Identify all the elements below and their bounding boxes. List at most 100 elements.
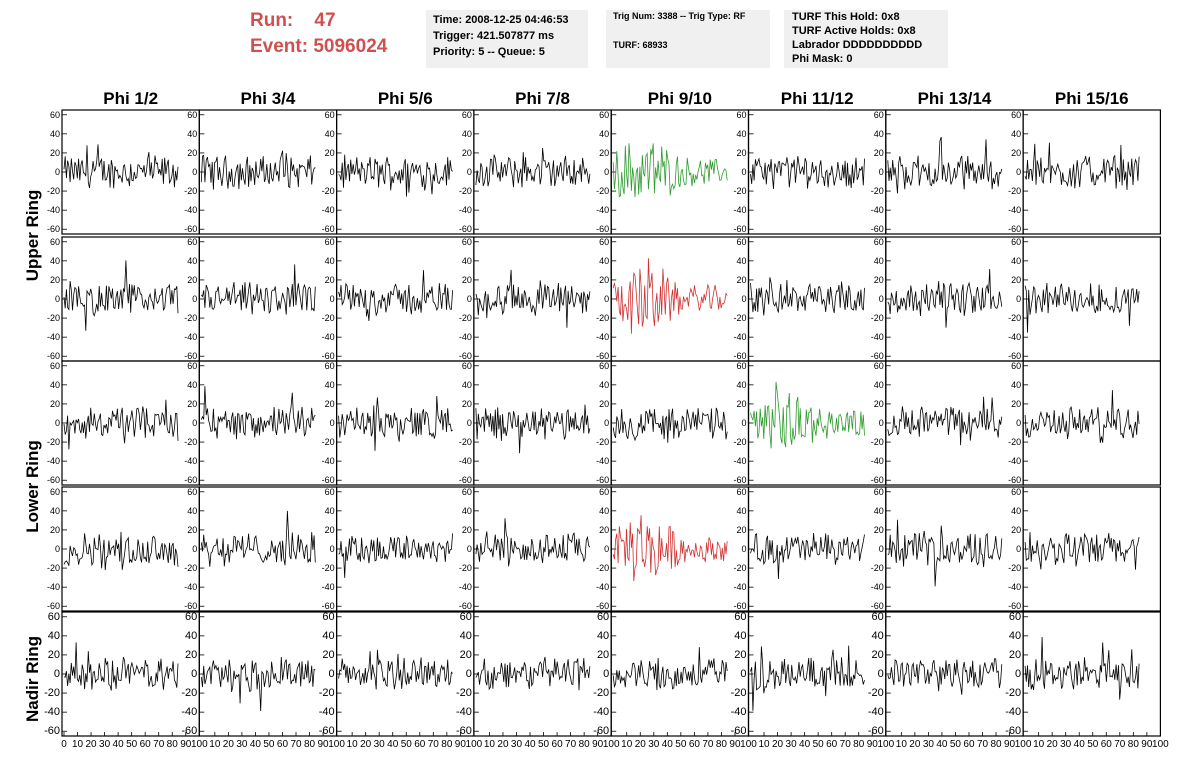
x-tick-label: 40: [250, 739, 262, 750]
x-tick-label: 50: [126, 739, 138, 750]
y-tick-label: 60: [597, 611, 609, 623]
y-tick-label: -40: [868, 706, 884, 718]
turf-active-holds-text: TURF Active Holds: 0x8: [792, 25, 916, 37]
waveform-trace: [1024, 390, 1140, 443]
y-tick-label: 60: [462, 487, 472, 497]
trigger-info-panel: Trig Num: 3388 -- Trig Type: RF TURF: 68…: [606, 10, 770, 68]
y-tick-label: -20: [733, 186, 746, 196]
x-tick-label: 90: [180, 739, 192, 750]
y-tick-label: -20: [184, 313, 197, 323]
y-tick-label: 20: [462, 399, 472, 409]
x-tick-label: 30: [99, 739, 111, 750]
y-tick-label: 40: [599, 129, 609, 139]
y-tick-label: 60: [1011, 487, 1021, 497]
y-tick-label: -20: [733, 563, 746, 573]
y-tick-label: 40: [736, 129, 746, 139]
x-tick-label: 20: [635, 739, 647, 750]
y-tick-label: 0: [330, 294, 335, 304]
waveform-trace: [63, 642, 179, 691]
y-tick-label: -40: [593, 706, 609, 718]
y-tick-label: 20: [874, 275, 884, 285]
y-tick-label: 0: [467, 544, 472, 554]
y-tick-label: -60: [871, 224, 884, 234]
y-tick-label: 40: [1011, 129, 1021, 139]
x-tick-label: 20: [497, 739, 509, 750]
y-tick-label: -60: [184, 475, 197, 485]
x-tick-label: 90: [1004, 739, 1016, 750]
y-tick-label: -20: [459, 563, 472, 573]
y-tick-label: 40: [874, 380, 884, 390]
y-tick-label: 40: [325, 380, 335, 390]
x-tick-label: 10: [1033, 739, 1045, 750]
y-tick-label: 60: [736, 110, 746, 120]
y-tick-label: -60: [184, 351, 197, 361]
y-tick-label: 0: [740, 668, 746, 680]
waveform-trace: [887, 658, 1003, 695]
y-tick-label: 40: [50, 380, 60, 390]
ring-label: Upper Ring: [23, 190, 42, 282]
y-tick-label: -20: [322, 437, 335, 447]
x-tick-label: 50: [263, 739, 275, 750]
y-tick-label: 40: [325, 129, 335, 139]
y-tick-label: 0: [54, 668, 60, 680]
y-tick-label: 20: [48, 649, 60, 661]
x-tick-label: 20: [772, 739, 784, 750]
y-tick-label: 60: [322, 611, 334, 623]
y-tick-label: 60: [50, 237, 60, 247]
y-tick-label: -60: [319, 725, 335, 737]
ring-label: Nadir Ring: [23, 636, 42, 722]
y-tick-label: -20: [456, 687, 472, 699]
y-tick-label: -60: [47, 351, 60, 361]
y-tick-label: -60: [47, 475, 60, 485]
y-tick-label: -40: [322, 456, 335, 466]
y-tick-label: -40: [733, 456, 746, 466]
y-tick-label: 0: [741, 544, 746, 554]
y-tick-label: 0: [467, 167, 472, 177]
y-tick-label: 0: [55, 544, 60, 554]
y-tick-label: 20: [599, 275, 609, 285]
x-tick-label: 80: [1128, 739, 1140, 750]
y-tick-label: 60: [874, 361, 884, 371]
y-tick-label: 60: [325, 237, 335, 247]
x-tick-label: 70: [840, 739, 852, 750]
y-tick-label: -60: [1005, 725, 1021, 737]
y-tick-label: 60: [187, 361, 197, 371]
time-text: Time: 2008-12-25 04:46:53: [433, 14, 569, 26]
y-tick-label: 0: [192, 418, 197, 428]
y-tick-label: -60: [459, 601, 472, 611]
x-tick-label: 0: [61, 739, 67, 750]
y-tick-label: 20: [325, 275, 335, 285]
waveform-trace: [612, 258, 728, 334]
y-tick-label: 60: [50, 110, 60, 120]
y-tick-label: 20: [50, 525, 60, 535]
y-tick-label: 60: [1011, 110, 1021, 120]
y-tick-label: -40: [44, 706, 60, 718]
y-tick-label: 0: [879, 294, 884, 304]
x-tick-label: 100: [603, 739, 620, 750]
y-tick-label: 0: [1016, 418, 1021, 428]
x-tick-label: 70: [153, 739, 165, 750]
waveform-trace: [338, 533, 453, 578]
y-tick-label: 40: [187, 129, 197, 139]
y-tick-label: 40: [187, 506, 197, 516]
x-tick-label: 70: [565, 739, 577, 750]
plot-frame: [885, 236, 1024, 362]
y-tick-label: 60: [462, 361, 472, 371]
y-tick-label: -60: [459, 224, 472, 234]
y-tick-label: 40: [462, 256, 472, 266]
y-tick-label: 20: [325, 148, 335, 158]
y-tick-label: -20: [1008, 437, 1021, 447]
y-tick-label: 0: [55, 418, 60, 428]
y-tick-label: 20: [462, 525, 472, 535]
turf-text: TURF: 68933: [613, 40, 668, 50]
y-tick-label: -20: [596, 186, 609, 196]
y-tick-label: 60: [48, 611, 60, 623]
y-tick-label: 60: [460, 611, 472, 623]
y-tick-label: 60: [1011, 361, 1021, 371]
y-tick-label: -20: [733, 313, 746, 323]
x-tick-label: 40: [1074, 739, 1086, 750]
y-tick-label: -40: [731, 706, 747, 718]
y-tick-label: 60: [325, 487, 335, 497]
y-tick-label: 20: [50, 275, 60, 285]
waveform-trace: [750, 532, 865, 580]
